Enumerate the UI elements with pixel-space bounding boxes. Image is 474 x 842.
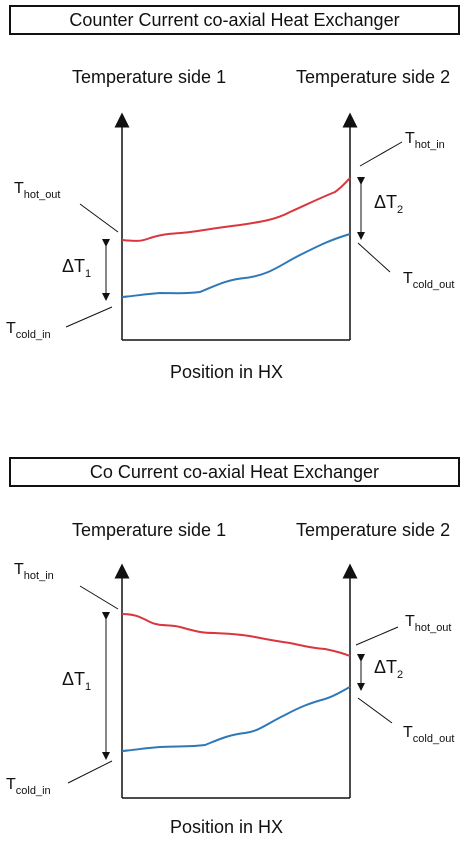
label-left-top: Thot_out: [14, 180, 61, 201]
panel-title: Counter Current co-axial Heat Exchanger: [9, 5, 460, 35]
panel-title: Co Current co-axial Heat Exchanger: [9, 457, 460, 487]
pointer-right-bottom: [357, 242, 391, 273]
label-left-bottom: Tcold_in: [6, 320, 51, 341]
delta-left-label: ΔT1: [62, 256, 92, 280]
delta-left-label: ΔT1: [62, 669, 92, 693]
delta-right-label: ΔT2: [374, 192, 404, 216]
pointer-left-bottom: [65, 306, 113, 328]
hot-curve: [121, 177, 351, 242]
label-right-top: Thot_in: [405, 130, 445, 151]
x-axis-label: Position in HX: [170, 362, 284, 382]
pointer-right-bottom: [357, 697, 393, 724]
co-current-panel: Co Current co-axial Heat Exchanger Tempe…: [0, 421, 474, 842]
pointer-left-top: [79, 585, 119, 610]
label-left-top: Thot_in: [14, 561, 54, 582]
label-right-bottom: Tcold_out: [403, 724, 455, 745]
cold-curve: [121, 686, 351, 752]
pointer-left-top: [79, 203, 119, 233]
cold-curve: [121, 233, 351, 298]
label-right-bottom: Tcold_out: [403, 270, 455, 291]
pointer-right-top: [359, 141, 403, 167]
hot-curve: [121, 613, 351, 657]
delta-right-label: ΔT2: [374, 657, 404, 681]
x-axis-label: Position in HX: [170, 817, 284, 837]
co-current-diagram: [67, 563, 399, 799]
counter-current-diagram: [65, 112, 403, 341]
label-right-top: Thot_out: [405, 613, 452, 634]
pointer-left-bottom: [67, 760, 113, 784]
pointer-right-top: [355, 626, 399, 646]
counter-current-panel: Counter Current co-axial Heat Exchanger …: [6, 5, 460, 382]
label-left-bottom: Tcold_in: [6, 776, 51, 797]
